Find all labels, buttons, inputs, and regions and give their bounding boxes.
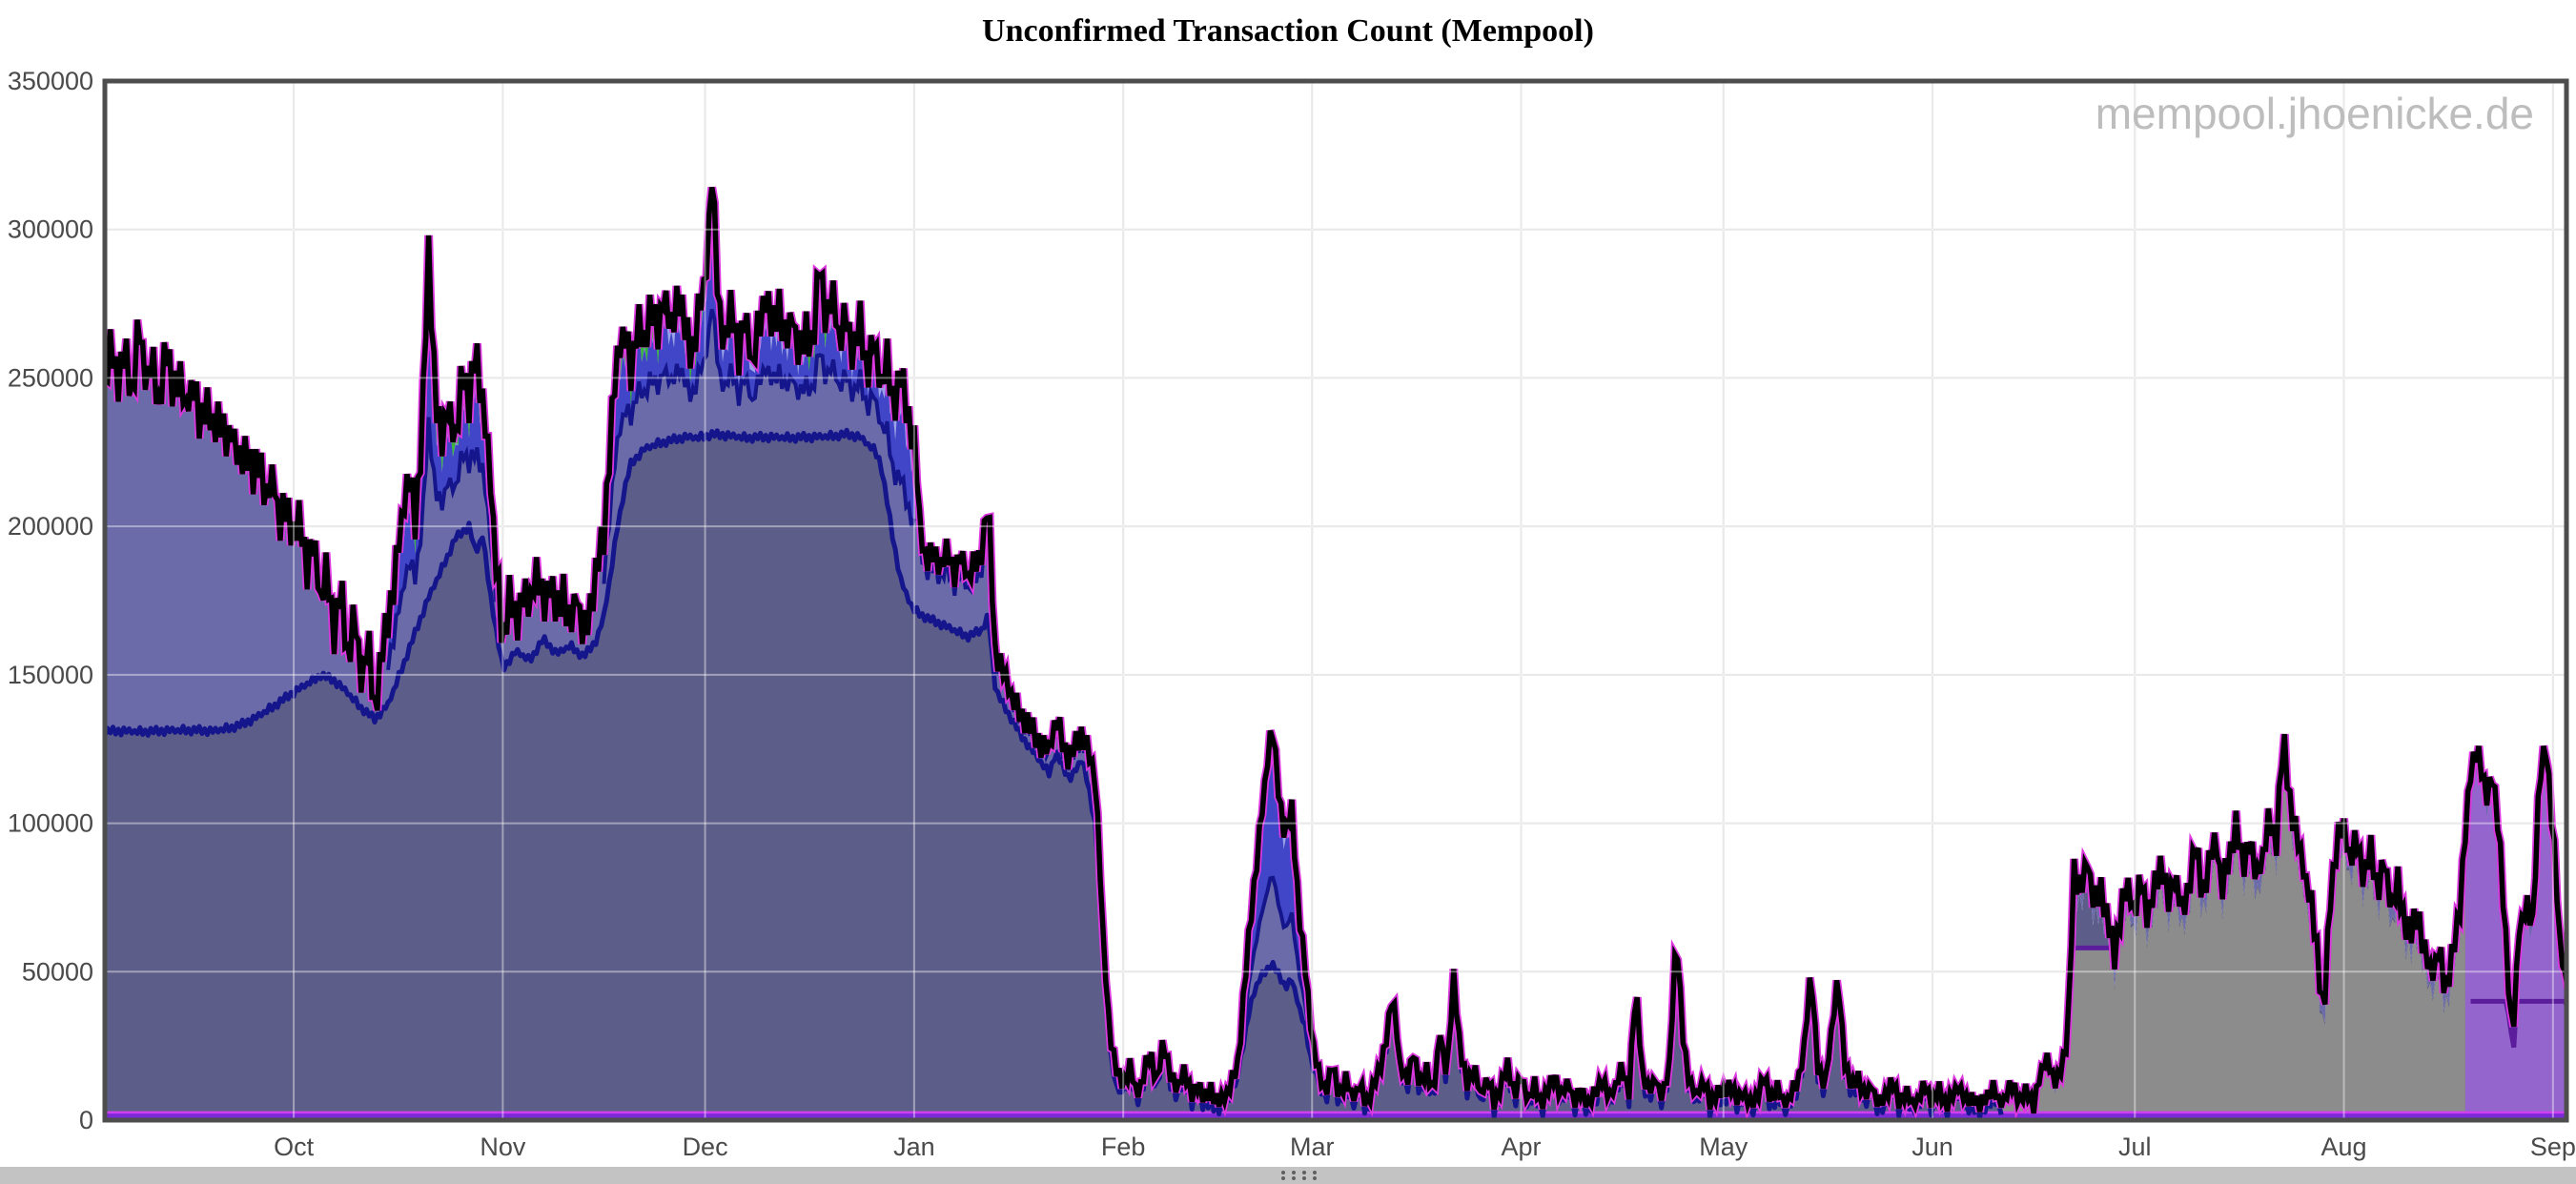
scroll-handle-dot [1291,1171,1296,1174]
y-tick-label: 0 [79,1106,93,1134]
y-tick-label: 150000 [8,661,93,689]
y-tick-label: 350000 [8,67,93,95]
horizontal-scrollbar[interactable] [0,1167,2576,1184]
scroll-handle-dot [1280,1171,1285,1174]
y-tick-label: 300000 [8,215,93,244]
scroll-handle-dot [1301,1171,1306,1174]
scroll-handle-dot [1291,1176,1296,1180]
x-tick-label: Oct [274,1133,315,1161]
x-tick-label: Nov [480,1133,526,1161]
watermark-link[interactable]: mempool.jhoenicke.de [2095,89,2534,138]
y-axis-tick-labels: 0 50000 100000 150000 200000 250000 300000 3500… [8,67,93,1134]
x-tick-label: Apr [1502,1133,1542,1161]
x-tick-label: Sep [2530,1133,2576,1161]
stacked-area-layers [105,186,2566,1120]
scroll-handle-dot [1312,1176,1317,1180]
scrollbar-drag-handle[interactable] [1278,1170,1319,1181]
plot-border [102,78,2569,1123]
scroll-handle-dot [1312,1171,1317,1174]
x-tick-label: Dec [683,1133,728,1161]
x-tick-label: May [1699,1133,1748,1161]
gridline-overlay [105,81,2566,1120]
scroll-handle-dot [1280,1176,1285,1180]
x-tick-label: Jun [1912,1133,1953,1161]
x-axis-tick-labels: Oct Nov Dec Jan Feb Mar Apr May Jun Jul Aug Sep [274,1133,2576,1161]
y-tick-label: 50000 [22,957,93,986]
y-tick-label: 250000 [8,363,93,392]
chart-title: Unconfirmed Transaction Count (Mempool) [982,13,1594,49]
y-tick-label: 200000 [8,512,93,541]
x-tick-label: Aug [2321,1133,2367,1161]
y-tick-label: 100000 [8,809,93,838]
scroll-handle-dot [1301,1176,1306,1180]
x-tick-label: Feb [1101,1133,1146,1161]
x-tick-label: Mar [1290,1133,1335,1161]
x-tick-label: Jan [893,1133,935,1161]
x-tick-label: Jul [2118,1133,2152,1161]
